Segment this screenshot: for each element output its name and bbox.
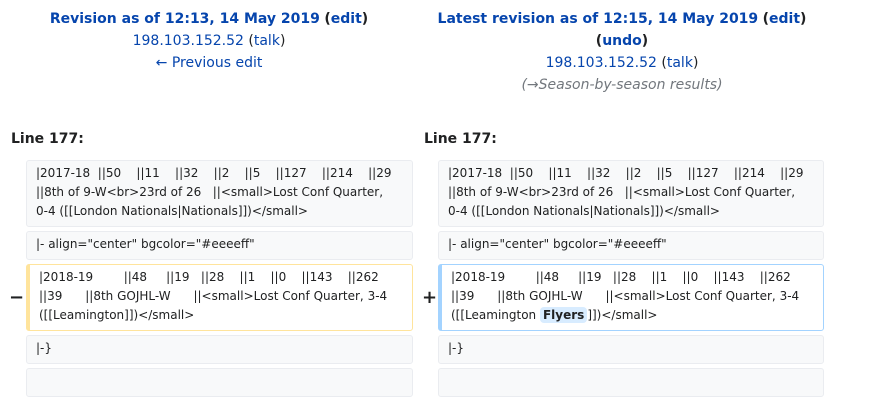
context-cell-right-4: [438, 368, 824, 397]
right-revision-header: Latest revision as of 12:15, 14 May 2019…: [412, 8, 832, 96]
deleted-line: |2018-19 ||48 ||19 ||28 ||1 ||0 ||143 ||…: [26, 264, 413, 331]
right-edit-paren: (edit): [762, 11, 807, 27]
context-cell-left-4: [26, 368, 413, 397]
right-line-number: Line 177:: [424, 131, 497, 147]
right-edit-link[interactable]: edit: [769, 11, 801, 27]
left-edit-link[interactable]: edit: [330, 11, 362, 27]
context-cell-left-2: |- align="center" bgcolor="#eeeeff": [26, 231, 413, 260]
added-line: |2018-19 ||48 ||19 ||28 ||1 ||0 ||143 ||…: [438, 264, 824, 331]
left-user-link[interactable]: 198.103.152.52: [132, 33, 244, 49]
inserted-word: Flyers: [539, 307, 588, 323]
previous-edit-link[interactable]: ← Previous edit: [155, 55, 263, 71]
right-talk-link[interactable]: talk: [666, 55, 693, 71]
context-cell-right-2: |- align="center" bgcolor="#eeeeff": [438, 231, 824, 260]
right-user-link[interactable]: 198.103.152.52: [545, 55, 657, 71]
context-cell-right-1: |2017-18 ||50 ||11 ||32 ||2 ||5 ||127 ||…: [438, 160, 824, 227]
left-revision-title[interactable]: Revision as of 12:13, 14 May 2019: [49, 11, 320, 27]
undo-paren: (undo): [595, 33, 649, 49]
minus-marker: −: [9, 287, 25, 308]
undo-link[interactable]: undo: [602, 33, 642, 49]
added-text-after: ]])</small>: [587, 308, 658, 322]
context-cell-left-3: |-}: [26, 335, 413, 364]
right-revision-title[interactable]: Latest revision as of 12:15, 14 May 2019: [437, 11, 759, 27]
left-talk-paren: (talk): [248, 33, 286, 49]
right-talk-paren: (talk): [661, 55, 699, 71]
left-revision-header: Revision as of 12:13, 14 May 2019 (edit)…: [0, 8, 418, 74]
left-talk-link[interactable]: talk: [253, 33, 280, 49]
left-edit-paren: (edit): [324, 11, 369, 27]
context-cell-left-1: |2017-18 ||50 ||11 ||32 ||2 ||5 ||127 ||…: [26, 160, 413, 227]
plus-marker: +: [422, 287, 438, 308]
edit-summary: (→Season-by-season results): [521, 77, 723, 93]
left-line-number: Line 177:: [11, 131, 84, 147]
added-text-before: |2018-19 ||48 ||19 ||28 ||1 ||0 ||143 ||…: [451, 270, 800, 322]
context-cell-right-3: |-}: [438, 335, 824, 364]
